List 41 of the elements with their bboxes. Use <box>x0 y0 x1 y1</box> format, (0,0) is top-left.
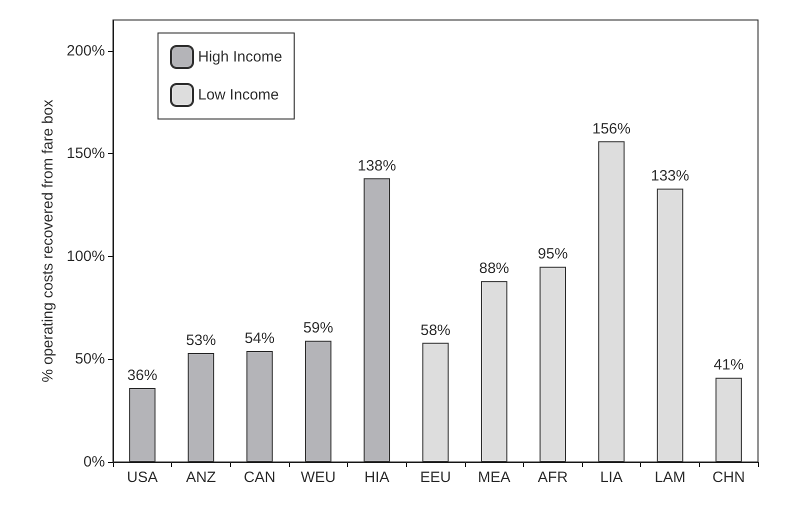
data-label: 54% <box>244 330 275 347</box>
x-tick-label: AFR <box>538 469 568 486</box>
x-tick-label: EEU <box>420 469 451 486</box>
x-tick-label: MEA <box>478 469 510 486</box>
data-label: 88% <box>479 260 510 278</box>
data-label: 95% <box>538 246 568 263</box>
bar <box>364 178 390 462</box>
x-tick-label: CHN <box>712 469 745 486</box>
bar <box>656 188 684 462</box>
y-tick-label: 50% <box>74 350 105 368</box>
y-tick-label: 0% <box>83 454 105 470</box>
bar <box>540 266 566 462</box>
data-label: 58% <box>420 322 451 339</box>
y-axis-title: % operating costs recovered from fare box <box>40 99 57 382</box>
data-label: 133% <box>650 168 690 185</box>
bar <box>246 350 273 462</box>
x-tick-label: USA <box>126 469 158 486</box>
x-tick-label: WEU <box>300 469 336 486</box>
x-tick-label: ANZ <box>186 469 216 486</box>
y-tick-label: 200% <box>66 42 105 60</box>
bar <box>480 281 508 462</box>
bar <box>598 141 625 462</box>
y-tick-label: 100% <box>66 248 105 265</box>
bar <box>422 342 449 462</box>
bar <box>188 353 214 462</box>
bar <box>305 340 332 462</box>
data-label: 59% <box>303 320 334 337</box>
data-label: 53% <box>186 332 216 350</box>
bar <box>129 388 156 462</box>
data-label: 36% <box>127 366 158 384</box>
bar <box>715 378 742 462</box>
data-label: 41% <box>714 356 744 374</box>
y-tick-label: 150% <box>66 145 105 162</box>
x-tick-label: LAM <box>654 469 686 486</box>
legend-label: Low Income <box>198 86 279 104</box>
x-tick-label: CAN <box>244 469 276 486</box>
legend-label: High Income <box>198 48 282 66</box>
data-label: 138% <box>358 157 396 174</box>
x-tick-label: HIA <box>364 469 390 486</box>
x-tick-label: LIA <box>600 469 623 486</box>
data-label: 156% <box>592 120 631 138</box>
